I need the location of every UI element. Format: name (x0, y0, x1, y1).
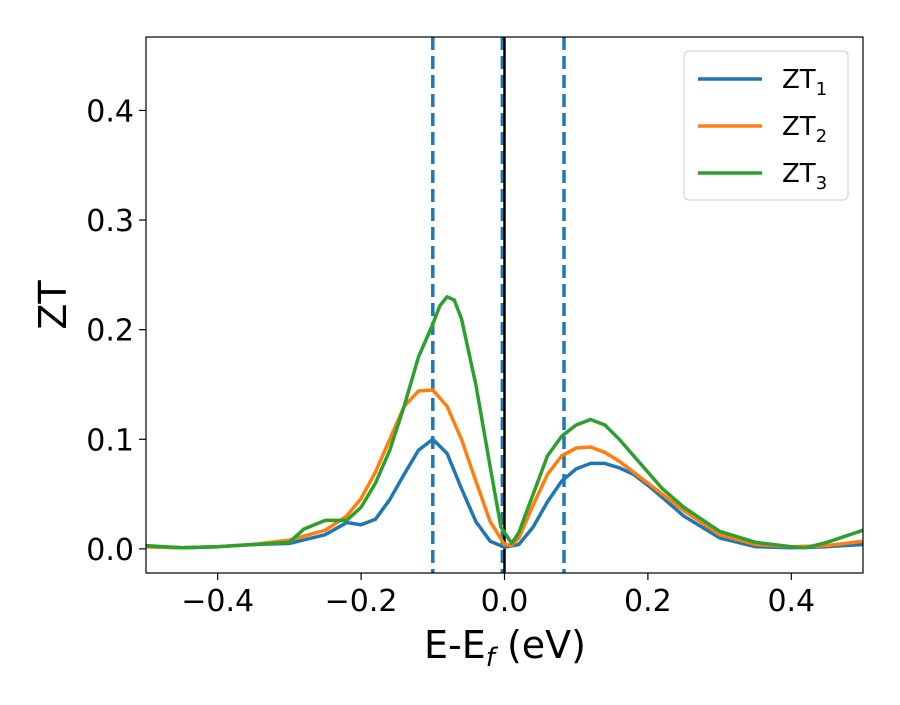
series-line-zt1 (146, 437, 863, 550)
series-lines (146, 295, 863, 550)
legend-label-subscript: 3 (816, 173, 827, 194)
y-tick-label: 0.4 (86, 94, 134, 129)
series-line-zt3 (146, 295, 863, 550)
y-axis-label: ZT (31, 280, 75, 330)
x-tick-label: −0.4 (181, 584, 254, 619)
x-axis-label: E-Ef (eV) (424, 623, 586, 673)
legend-label-main: ZT (782, 159, 816, 189)
legend-label-main: ZT (782, 65, 816, 95)
x-tick-label: −0.2 (325, 584, 398, 619)
legend-label-subscript: 2 (816, 126, 827, 147)
legend-label-zt1: ZT1 (782, 65, 827, 100)
x-axis-label-main: E-E (424, 623, 486, 667)
y-tick-label: 0.0 (86, 533, 134, 568)
x-axis-label-suffix: (eV) (495, 623, 586, 667)
series-line-zt2 (146, 388, 863, 550)
legend-label-main: ZT (782, 112, 816, 142)
x-axis: −0.4 −0.2 0.0 0.2 0.4 (181, 573, 815, 619)
y-axis: 0.0 0.1 0.2 0.3 0.4 (86, 94, 146, 568)
y-tick-label: 0.3 (86, 204, 134, 239)
y-tick-label: 0.1 (86, 423, 134, 458)
x-tick-label: 0.4 (767, 584, 815, 619)
legend-label-zt2: ZT2 (782, 112, 827, 147)
legend-label-subscript: 1 (816, 79, 827, 100)
x-tick-label: 0.2 (624, 584, 672, 619)
y-tick-label: 0.2 (86, 314, 134, 349)
legend-box (683, 50, 849, 201)
x-tick-label: 0.0 (481, 584, 529, 619)
reference-lines (431, 37, 566, 573)
legend-label-zt3: ZT3 (782, 159, 827, 194)
